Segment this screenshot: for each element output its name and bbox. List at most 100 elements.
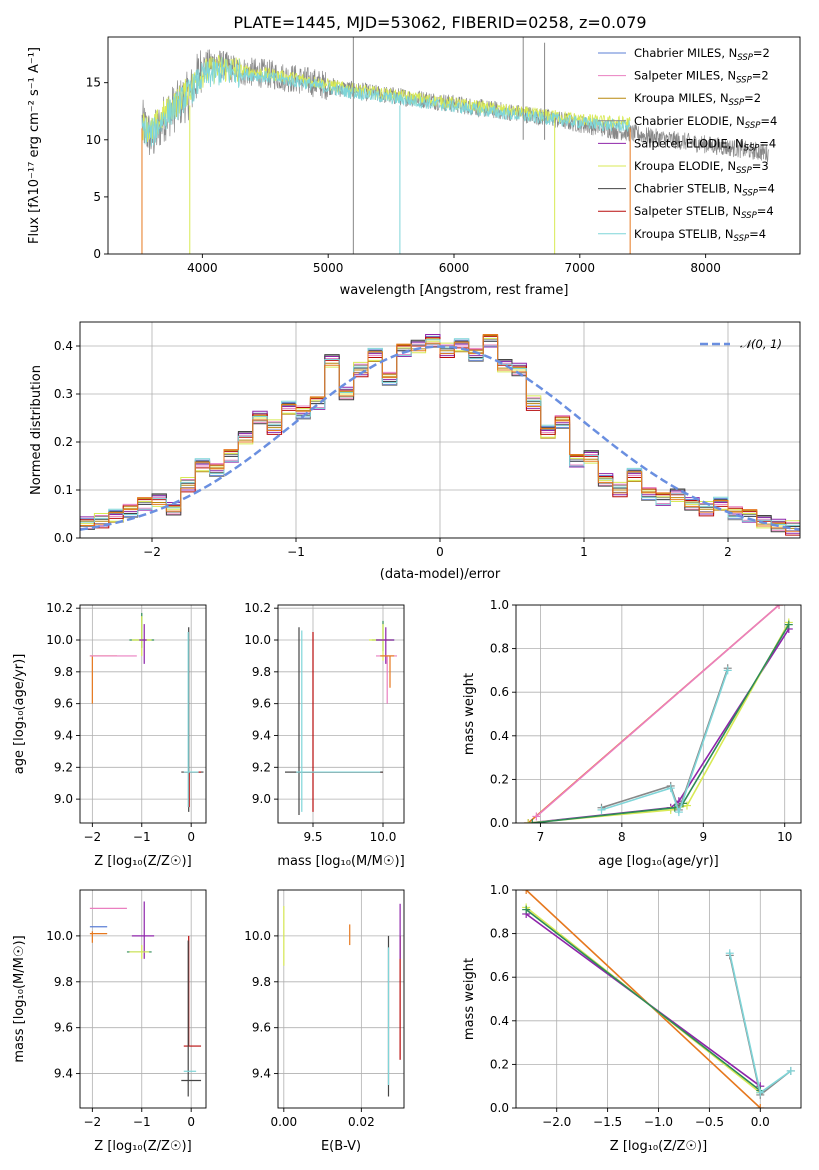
y-axis-label: mass [log₁₀(M/M☉)]	[12, 935, 27, 1062]
legend-sub: SSP	[734, 234, 750, 244]
legend-sub: SSP	[736, 166, 752, 176]
x-tick-label: 7	[537, 830, 545, 844]
y-tick-label: 9.2	[252, 760, 271, 774]
legend-sub: SSP	[744, 143, 760, 153]
mass-weight-series	[532, 624, 790, 823]
plot-area	[278, 605, 404, 823]
y-tick-label: 0.8	[490, 927, 509, 941]
x-tick-label: 0	[187, 1115, 195, 1129]
y-tick-label: 9.6	[252, 697, 271, 711]
y-tick-label: 10.2	[244, 601, 271, 615]
panel-age_vs_mass: 9.5 10.0 9.0 9.2 9.4 9.6 9.8 10.0 10.2 mass [log₁…	[244, 601, 404, 869]
errorbar-point	[296, 630, 381, 812]
legend-entry: 𝒩(0, 1)	[740, 337, 782, 351]
mass-weight-series	[528, 622, 790, 823]
series-marker	[756, 1104, 765, 1108]
x-tick-label: 9	[699, 830, 707, 844]
y-tick-label: 9.0	[54, 792, 73, 806]
x-tick-label: 4000	[187, 261, 218, 275]
histogram-series	[80, 333, 800, 532]
y-tick-label: 10.0	[46, 633, 73, 647]
axes-frame	[79, 321, 801, 539]
y-tick-label: 10.0	[244, 929, 271, 943]
series-marker	[683, 801, 691, 810]
legend-sub: SSP	[737, 53, 753, 63]
series-marker	[775, 605, 784, 609]
x-tick-label: 6000	[439, 261, 470, 275]
y-tick-label: 0.2	[490, 1057, 509, 1071]
y-tick-label: 0.2	[490, 772, 509, 786]
gaussian-curve	[80, 345, 800, 531]
y-tick-label: 0.2	[54, 435, 73, 449]
legend-tail: =4	[749, 227, 766, 241]
series-marker	[522, 905, 531, 914]
legend-label: Salpeter ELODIE, N	[634, 136, 744, 150]
mass-weight-series	[525, 908, 761, 1092]
y-tick-label: 0.3	[54, 387, 73, 401]
x-axis-label: E(B-V)	[321, 1139, 361, 1154]
y-tick-label: 9.6	[54, 697, 73, 711]
x-tick-label: −2.0	[542, 1115, 571, 1129]
errorbar-point	[299, 632, 383, 812]
y-axis-label: Flux [fλ10⁻¹⁷ erg cm⁻² s⁻¹ A⁻¹]	[27, 47, 42, 244]
y-tick-label: 10.0	[244, 633, 271, 647]
x-axis-label: age [log₁₀(age/yr)]	[598, 854, 719, 869]
y-tick-label: 0.4	[490, 1014, 509, 1028]
series-marker	[674, 808, 683, 817]
errorbar-point	[183, 935, 202, 1047]
y-tick-label: 9.4	[252, 1067, 271, 1081]
y-tick-label: 5	[93, 190, 101, 204]
panel-residuals: −2 −1 0 1 2 0.0 0.1 0.2 0.3 0.4 (data-model)/error…	[29, 321, 801, 582]
y-tick-label: 9.6	[54, 1021, 73, 1035]
y-tick-label: 10	[86, 133, 101, 147]
errorbar-point	[376, 627, 395, 664]
axes-frame	[79, 889, 207, 1109]
axes-frame	[515, 889, 802, 1109]
x-tick-label: 7000	[565, 261, 596, 275]
y-axis-label: mass weight	[462, 673, 477, 755]
errorbar-point	[183, 771, 202, 808]
axes-frame	[515, 604, 802, 824]
y-tick-label: 9.6	[252, 1021, 271, 1035]
y-axis-label: age [log₁₀(age/yr)]	[12, 654, 27, 775]
errorbar-point	[183, 632, 199, 808]
legend-label: Kroupa STELIB, N	[634, 227, 734, 241]
legend-entry: Kroupa ELODIE, NSSP=3	[634, 159, 769, 176]
y-tick-label: 9.4	[54, 1067, 73, 1081]
y-tick-label: 9.4	[252, 728, 271, 742]
legend-entry: Salpeter STELIB, NSSP=4	[634, 204, 774, 221]
legend-entry: Salpeter ELODIE, NSSP=4	[634, 136, 776, 153]
x-tick-label: −1	[287, 545, 305, 559]
panel-massweight_vs_age: 7 8 9 10 0.0 0.2 0.4 0.6 0.8 1.0 age [log₁₀(age/yr…	[462, 598, 802, 869]
x-axis-label: Z [log₁₀(Z/Z☉)]	[94, 1139, 191, 1154]
legend-tail: =2	[752, 69, 769, 83]
y-tick-label: 0.0	[490, 816, 509, 830]
legend-entry: Chabrier STELIB, NSSP=4	[634, 182, 775, 199]
y-tick-label: 0.4	[54, 339, 73, 353]
x-tick-label: −2	[143, 545, 161, 559]
series-marker	[723, 666, 732, 675]
legend-sub: SSP	[742, 189, 758, 199]
x-axis-label: wavelength [Angstrom, rest frame]	[340, 283, 569, 298]
y-tick-label: 10.0	[46, 929, 73, 943]
x-tick-label: −1.5	[593, 1115, 622, 1129]
plot-area	[516, 605, 801, 823]
legend-label: Chabrier ELODIE, N	[634, 114, 745, 128]
legend-entry: Salpeter MILES, NSSP=2	[634, 69, 769, 86]
y-tick-label: 15	[86, 76, 101, 90]
y-tick-label: 9.2	[54, 760, 73, 774]
axes-frame	[277, 889, 405, 1109]
y-tick-label: 10.2	[46, 601, 73, 615]
x-tick-label: 0.02	[348, 1115, 375, 1129]
legend-tail: =4	[759, 136, 776, 150]
errorbar-point	[369, 624, 392, 661]
x-tick-label: −1.0	[644, 1115, 673, 1129]
panel-mass_vs_Z: −2 −1 0 9.4 9.6 9.8 10.0 Z [log₁₀(Z/Z☉)] mass [l…	[12, 889, 207, 1154]
mass-weight-series	[535, 605, 780, 818]
y-tick-label: 0.6	[490, 970, 509, 984]
legend-sub: SSP	[745, 121, 761, 131]
y-tick-label: 9.0	[252, 792, 271, 806]
y-axis-label: Normed distribution	[29, 365, 44, 495]
y-tick-label: 9.8	[54, 975, 73, 989]
legend-tail: =2	[753, 46, 770, 60]
